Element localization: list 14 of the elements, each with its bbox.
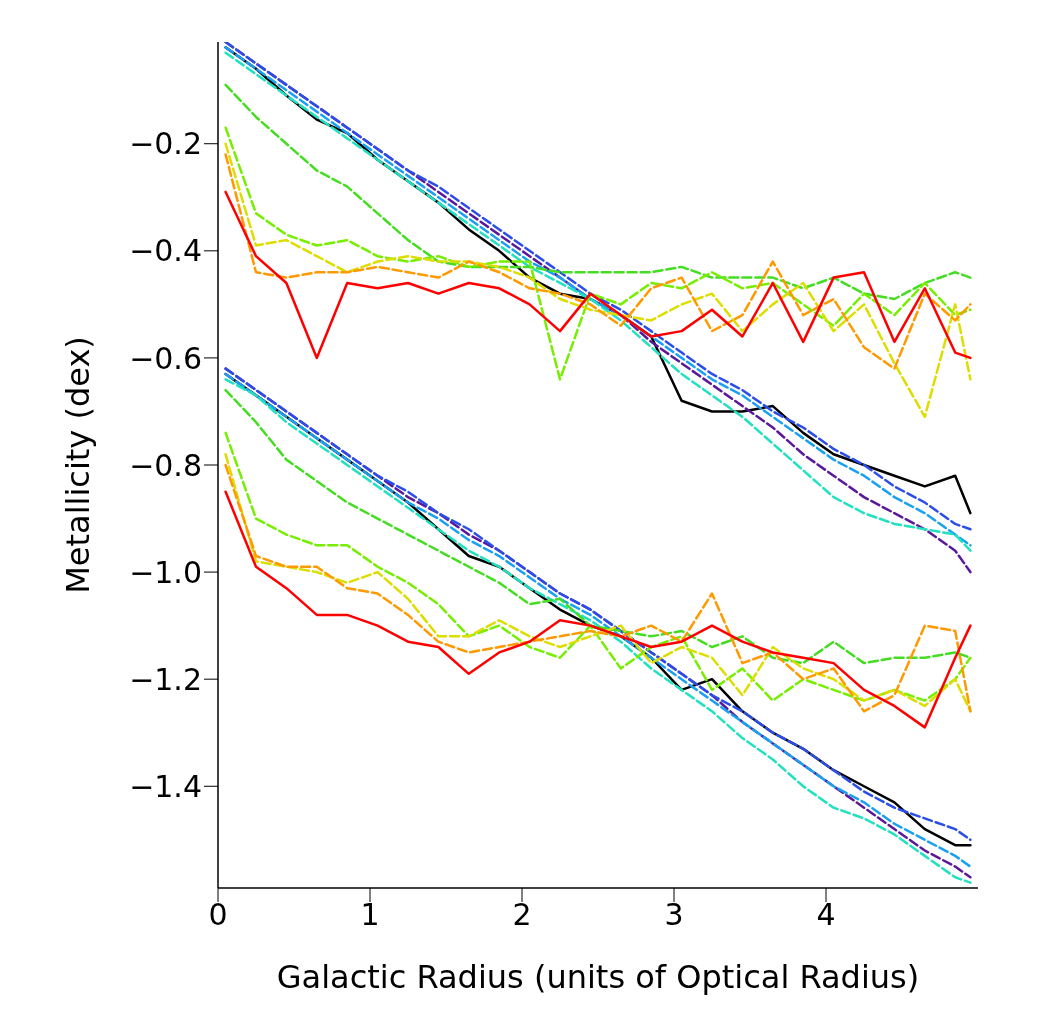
y-tick-label: −1.0 [129,554,202,590]
x-tick-label: 2 [512,897,532,933]
x-axis-title: Galactic Radius (units of Optical Radius) [276,958,920,996]
y-tick-label: −0.8 [129,447,202,483]
x-tick-label: 0 [208,897,228,933]
y-tick-label: −0.2 [129,126,202,162]
x-tick-label: 3 [664,897,684,933]
y-tick-label: −1.2 [129,661,202,697]
y-axis-title: Metallicity (dex) [59,336,98,594]
y-tick-label: −0.4 [129,233,202,269]
y-tick-label: −0.6 [129,340,202,376]
x-tick-label: 4 [816,897,836,933]
x-tick-label: 1 [360,897,380,933]
y-tick-label: −1.4 [129,768,202,804]
